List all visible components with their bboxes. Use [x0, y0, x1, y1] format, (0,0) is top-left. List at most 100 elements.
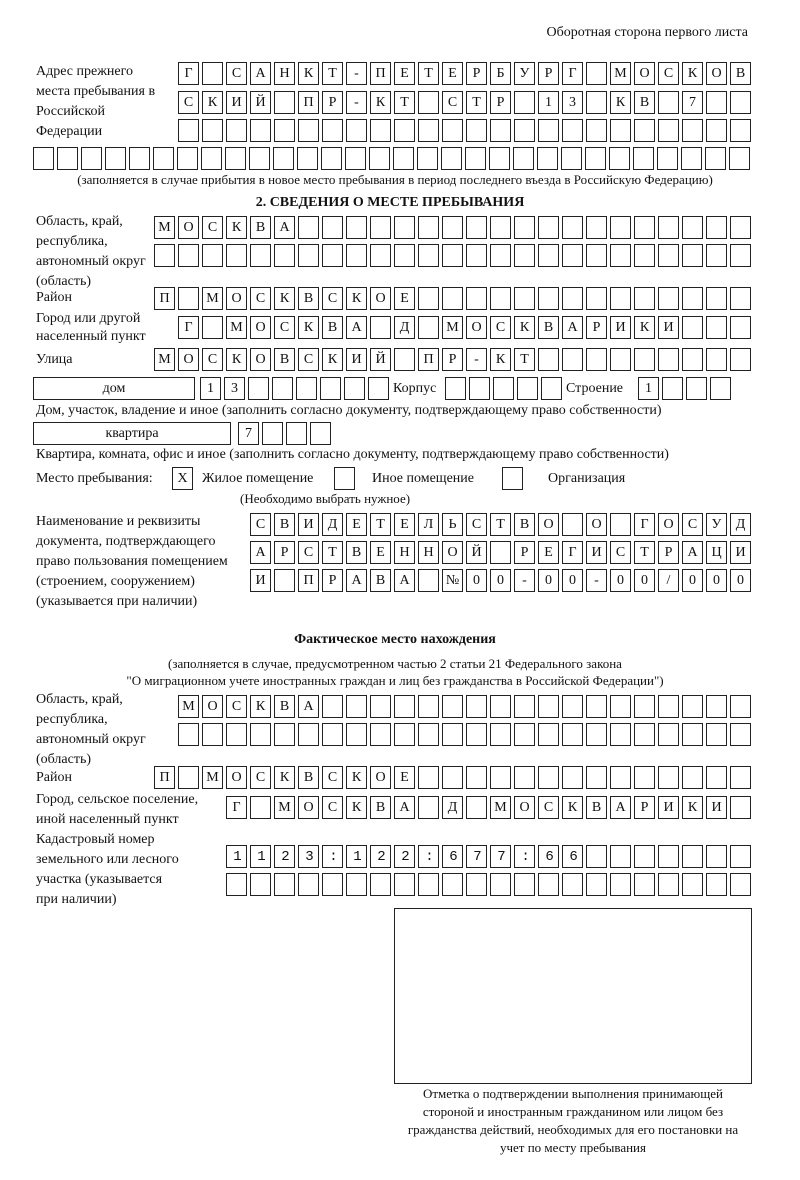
char-cell[interactable]: С [322, 287, 343, 310]
char-cell[interactable] [634, 348, 655, 371]
char-cell[interactable]: 0 [706, 569, 727, 592]
char-cell[interactable] [322, 119, 343, 142]
char-cell[interactable]: К [682, 796, 703, 819]
char-cell[interactable]: О [514, 796, 535, 819]
char-cell[interactable] [442, 216, 463, 239]
char-cell[interactable] [729, 147, 750, 170]
char-cell[interactable] [562, 119, 583, 142]
char-cell[interactable]: М [226, 316, 247, 339]
char-cell[interactable] [634, 723, 655, 746]
char-cell[interactable]: А [394, 796, 415, 819]
char-cell[interactable] [706, 873, 727, 896]
char-cell[interactable] [562, 216, 583, 239]
char-cell[interactable]: С [538, 796, 559, 819]
char-cell[interactable] [226, 845, 247, 868]
char-cell[interactable]: И [610, 316, 631, 339]
char-cell[interactable] [274, 244, 295, 267]
char-cell[interactable]: И [658, 316, 679, 339]
char-cell[interactable] [465, 147, 486, 170]
char-cell[interactable] [710, 377, 731, 400]
char-cell[interactable]: 0 [490, 569, 511, 592]
char-cell[interactable]: Д [394, 316, 415, 339]
char-cell[interactable]: 0 [634, 569, 655, 592]
char-cell[interactable] [730, 119, 751, 142]
char-cell[interactable]: С [466, 513, 487, 536]
char-cell[interactable] [466, 244, 487, 267]
char-cell[interactable] [178, 119, 199, 142]
char-cell[interactable] [370, 695, 391, 718]
char-cell[interactable] [418, 244, 439, 267]
char-cell[interactable] [262, 422, 283, 445]
char-cell[interactable] [250, 244, 271, 267]
char-cell[interactable] [490, 766, 511, 789]
char-cell[interactable] [586, 695, 607, 718]
char-cell[interactable] [442, 119, 463, 142]
char-cell[interactable] [538, 216, 559, 239]
char-cell[interactable] [466, 695, 487, 718]
char-cell[interactable] [538, 845, 559, 868]
char-cell[interactable] [730, 316, 751, 339]
char-cell[interactable] [706, 723, 727, 746]
char-cell[interactable]: А [346, 316, 367, 339]
char-cell[interactable] [706, 316, 727, 339]
char-cell[interactable] [274, 119, 295, 142]
char-cell[interactable] [586, 216, 607, 239]
char-cell[interactable] [706, 766, 727, 789]
char-cell[interactable] [586, 62, 607, 85]
char-cell[interactable] [298, 845, 319, 868]
char-cell[interactable] [226, 873, 247, 896]
char-cell[interactable] [129, 147, 150, 170]
char-cell[interactable]: К [346, 796, 367, 819]
char-cell[interactable] [586, 91, 607, 114]
char-cell[interactable]: А [394, 569, 415, 592]
char-cell[interactable] [538, 723, 559, 746]
char-cell[interactable]: О [370, 766, 391, 789]
char-cell[interactable] [706, 119, 727, 142]
char-cell[interactable] [298, 119, 319, 142]
char-cell[interactable] [418, 316, 439, 339]
char-cell[interactable]: О [226, 766, 247, 789]
char-cell[interactable] [418, 287, 439, 310]
char-cell[interactable] [346, 845, 367, 868]
char-cell[interactable]: Р [490, 91, 511, 114]
char-cell[interactable] [658, 695, 679, 718]
char-cell[interactable]: В [250, 216, 271, 239]
char-cell[interactable] [658, 766, 679, 789]
char-cell[interactable] [514, 766, 535, 789]
char-cell[interactable] [344, 377, 365, 400]
char-cell[interactable] [538, 695, 559, 718]
char-cell[interactable]: Р [466, 62, 487, 85]
apt-type-field[interactable]: квартира [33, 422, 231, 445]
char-cell[interactable] [610, 244, 631, 267]
char-cell[interactable] [490, 119, 511, 142]
char-cell[interactable] [538, 873, 559, 896]
char-cell[interactable] [345, 147, 366, 170]
char-cell[interactable] [586, 873, 607, 896]
char-cell[interactable] [394, 348, 415, 371]
char-cell[interactable] [658, 723, 679, 746]
char-cell[interactable]: К [370, 91, 391, 114]
char-cell[interactable] [226, 244, 247, 267]
char-cell[interactable] [585, 147, 606, 170]
char-cell[interactable] [633, 147, 654, 170]
char-cell[interactable]: Р [514, 541, 535, 564]
char-cell[interactable] [393, 147, 414, 170]
char-cell[interactable] [610, 287, 631, 310]
char-cell[interactable] [610, 119, 631, 142]
char-cell[interactable] [658, 91, 679, 114]
char-cell[interactable] [586, 723, 607, 746]
char-cell[interactable] [586, 766, 607, 789]
char-cell[interactable]: Й [370, 348, 391, 371]
char-cell[interactable]: 7 [682, 91, 703, 114]
char-cell[interactable]: К [298, 62, 319, 85]
char-cell[interactable]: Р [634, 796, 655, 819]
char-cell[interactable] [658, 873, 679, 896]
char-cell[interactable]: А [250, 541, 271, 564]
char-cell[interactable] [634, 119, 655, 142]
char-cell[interactable]: Ц [706, 541, 727, 564]
char-cell[interactable] [730, 348, 751, 371]
char-cell[interactable] [418, 695, 439, 718]
char-cell[interactable]: 7 [238, 422, 259, 445]
char-cell[interactable]: Р [658, 541, 679, 564]
char-cell[interactable] [514, 873, 535, 896]
